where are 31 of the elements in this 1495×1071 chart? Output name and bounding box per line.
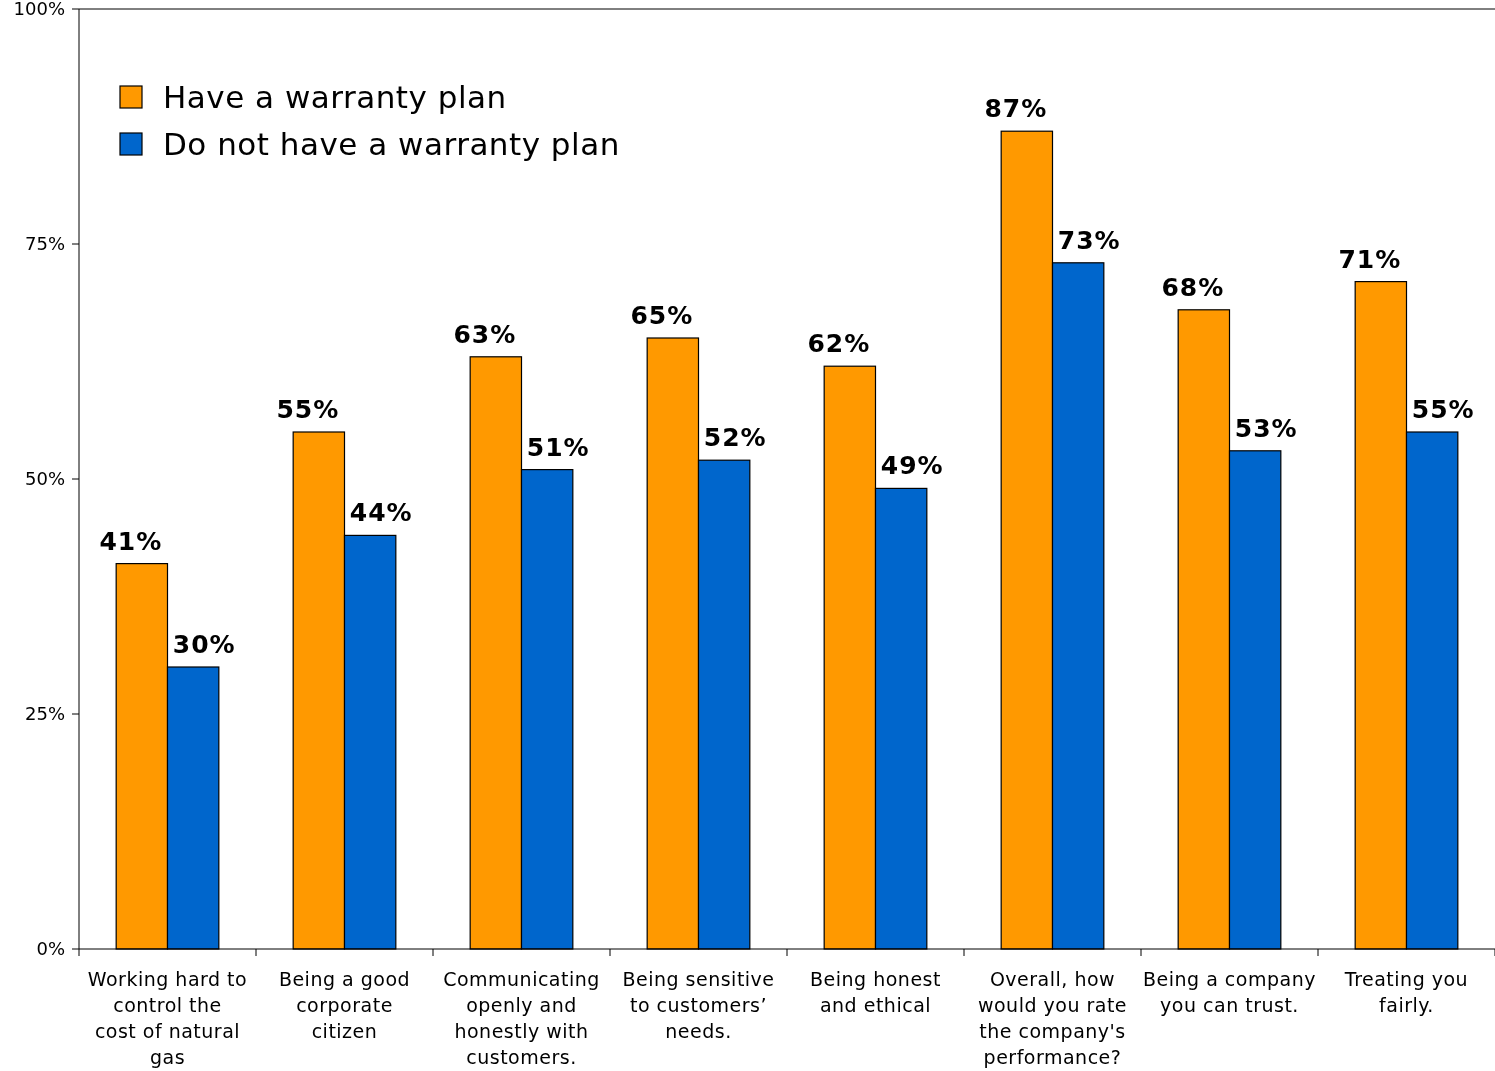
- data-label: 53%: [1234, 413, 1298, 443]
- x-tick-label: Working hard to control the cost of natural gas: [87, 968, 248, 1068]
- x-tick-label: Overall, how would you rate the company's performance?: [977, 968, 1128, 1068]
- y-tick-label: 25%: [24, 703, 65, 725]
- x-tick-label: Being a company you can trust.: [1143, 968, 1316, 1016]
- legend-label: Have a warranty plan: [163, 78, 507, 115]
- data-label: 65%: [630, 301, 694, 330]
- data-label: 62%: [807, 329, 871, 359]
- legend-label: Do not have a warranty plan: [163, 125, 620, 162]
- y-tick-label: 50%: [24, 468, 65, 490]
- x-tick-label: Being honest and ethical: [810, 968, 941, 1016]
- y-tick-label: 100%: [13, 0, 65, 20]
- data-label: 44%: [349, 498, 413, 528]
- data-label: 49%: [880, 451, 944, 481]
- data-label: 68%: [1161, 272, 1225, 302]
- data-label: 41%: [99, 526, 163, 556]
- data-label: 55%: [276, 395, 340, 424]
- x-tick-label: Communicating openly and honestly with customers.: [443, 968, 600, 1068]
- data-label: 63%: [453, 319, 517, 349]
- data-label: 55%: [1411, 395, 1475, 424]
- x-tick-label: Being a good corporate citizen: [278, 968, 411, 1042]
- data-label: 87%: [984, 94, 1048, 124]
- y-tick-label: 75%: [24, 233, 65, 255]
- data-label: 73%: [1057, 225, 1121, 255]
- data-label: 51%: [526, 432, 590, 462]
- data-label: 30%: [172, 630, 236, 659]
- x-tick-label: Treating you fairly.: [1343, 968, 1469, 1016]
- data-label: 52%: [703, 423, 767, 453]
- y-tick-label: 0%: [36, 938, 65, 960]
- data-label: 71%: [1338, 244, 1402, 274]
- x-tick-label: Being sensitive to customers’ needs.: [622, 968, 775, 1042]
